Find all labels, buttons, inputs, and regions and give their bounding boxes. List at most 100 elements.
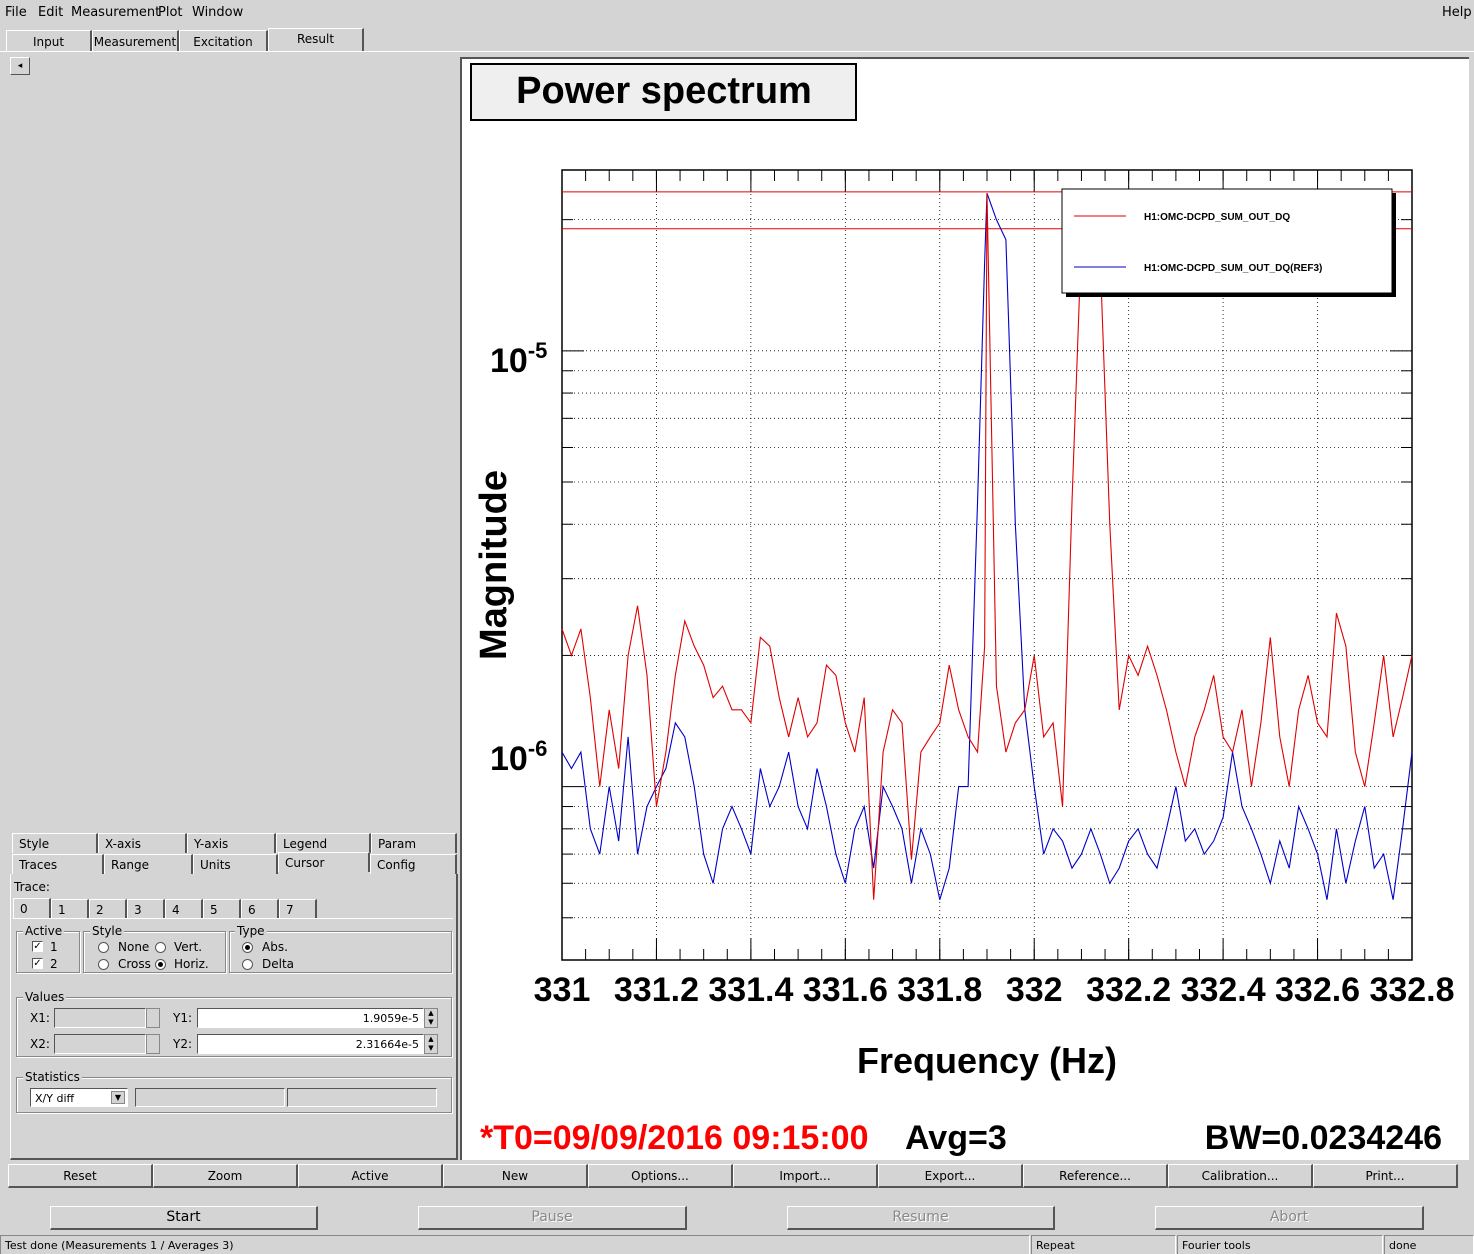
trace-tab-7[interactable]: 7 [279,899,317,919]
type-radio-abs[interactable] [242,942,253,953]
legend-box [1061,188,1393,294]
calibration-button[interactable]: Calibration... [1168,1164,1313,1188]
tab-result[interactable]: Result [268,28,364,52]
menu-measurement[interactable]: Measurement [71,5,161,20]
print-button[interactable]: Print... [1313,1164,1458,1188]
style-group [83,931,226,973]
tab-units[interactable]: Units [193,854,278,874]
y-tick-label-1e-6: 10-6 [490,736,547,778]
tab-traces[interactable]: Traces [12,854,104,874]
export-button[interactable]: Export... [878,1164,1023,1188]
values-group-title: Values [23,990,67,1004]
y1-spinner[interactable]: ▲ ▼ [424,1008,438,1028]
menu-bar: File Edit Measurement Plot Window Help [0,0,1474,26]
abort-button[interactable]: Abort [1155,1206,1424,1230]
menu-plot[interactable]: Plot [158,5,183,20]
pause-button[interactable]: Pause [418,1206,687,1230]
y2-spinner[interactable]: ▲ ▼ [424,1034,438,1054]
x1-field[interactable] [54,1008,146,1028]
reference-button[interactable]: Reference... [1023,1164,1168,1188]
y-axis-label: Magnitude [473,470,515,660]
x-tick-labels: 331 331.2 331.4 331.6 331.8 332 332.2 332.4 332.… [534,971,1455,1009]
options-button[interactable]: Options... [588,1164,733,1188]
style-radio-none[interactable] [98,942,109,953]
statistics-field-2 [287,1088,437,1107]
tab-style[interactable]: Style [12,833,98,853]
tab-measurement[interactable]: Measurement [92,30,179,51]
tab-y-axis[interactable]: Y-axis [187,833,276,853]
active-checkbox-1[interactable]: ✓ [32,941,43,952]
type-radio-delta[interactable] [242,959,253,970]
status-state: done [1384,1235,1474,1254]
plot-title: Power spectrum [516,70,812,112]
menu-window[interactable]: Window [192,5,244,20]
resume-button[interactable]: Resume [787,1206,1055,1230]
series-layer [561,193,1413,900]
statistics-select[interactable]: X/Y diff ▼ [30,1088,128,1107]
menu-help[interactable]: Help [1442,5,1472,20]
tab-param[interactable]: Param [371,833,457,853]
y1-field[interactable]: 1.9059e-5 [197,1008,424,1028]
t0-text: *T0=09/09/2016 09:15:00 [480,1119,868,1157]
active-label-1: 1 [50,940,58,954]
reset-button[interactable]: Reset [8,1164,153,1188]
trace-label: Trace: [14,880,50,894]
trace-tab-1[interactable]: 1 [51,899,89,919]
x-tick-label: 331.4 [708,971,793,1009]
tab-config[interactable]: Config [370,854,457,874]
statistics-select-value: X/Y diff [35,1092,75,1105]
bw-text: BW=0.0234246 [1205,1119,1442,1157]
y2-label: Y2: [173,1037,193,1051]
status-repeat: Repeat [1031,1235,1176,1254]
check-icon: ✓ [33,958,42,969]
x2-spinner[interactable] [146,1034,160,1054]
type-group [229,931,452,973]
trace-tab-0[interactable]: 0 [13,898,51,918]
trace-tab-4[interactable]: 4 [165,899,203,919]
tab-legend[interactable]: Legend [276,833,371,853]
tab-x-axis[interactable]: X-axis [98,833,187,853]
x-tick-label: 332.8 [1369,971,1454,1009]
active-checkbox-2[interactable]: ✓ [32,958,43,969]
spin-arrows-icon: ▲ ▼ [428,1009,434,1026]
tab-input[interactable]: Input [6,30,92,51]
menu-edit[interactable]: Edit [38,5,64,20]
x1-spinner[interactable] [146,1008,160,1028]
trace-tab-3[interactable]: 3 [127,899,165,919]
collapse-panel-button[interactable]: ◂ [10,57,30,75]
type-label-delta: Delta [262,957,295,971]
import-button[interactable]: Import... [733,1164,878,1188]
style-label-horiz: Horiz. [174,957,209,971]
plot-svg: Power spectrum H1:OMC-DCPD_SUM_OUT_DQ H1… [470,63,1455,1157]
statistics-field-1 [135,1088,285,1107]
tab-cursor[interactable]: Cursor [278,852,370,872]
tab-excitation[interactable]: Excitation [179,30,268,51]
menu-file[interactable]: File [5,5,27,20]
style-radio-vert[interactable] [155,942,166,953]
tab-divider [0,51,1474,52]
trace-tab-5[interactable]: 5 [203,899,241,919]
legend-label-2: H1:OMC-DCPD_SUM_OUT_DQ(REF3) [1144,263,1322,274]
active-button[interactable]: Active [298,1164,443,1188]
check-icon: ✓ [33,941,42,952]
style-radio-cross[interactable] [98,959,109,970]
active-label-2: 2 [50,957,58,971]
statistics-group-title: Statistics [23,1070,82,1084]
x-tick-label: 332 [1006,971,1063,1009]
trace-tab-2[interactable]: 2 [89,899,127,919]
status-tool: Fourier tools [1177,1235,1383,1254]
y2-field[interactable]: 2.31664e-5 [197,1034,424,1054]
start-button[interactable]: Start [50,1206,318,1230]
x2-field[interactable] [54,1034,146,1054]
style-label-vert: Vert. [174,940,203,954]
avg-text: Avg=3 [905,1119,1007,1157]
style-radio-horiz[interactable] [155,959,166,970]
tab-range[interactable]: Range [104,854,193,874]
trace-tab-6[interactable]: 6 [241,899,279,919]
x-tick-label: 332.2 [1086,971,1171,1009]
series-line [561,193,1413,900]
zoom-button[interactable]: Zoom [153,1164,298,1188]
new-button[interactable]: New [443,1164,588,1188]
statistics-group [16,1077,452,1113]
x-tick-label: 331.6 [803,971,888,1009]
